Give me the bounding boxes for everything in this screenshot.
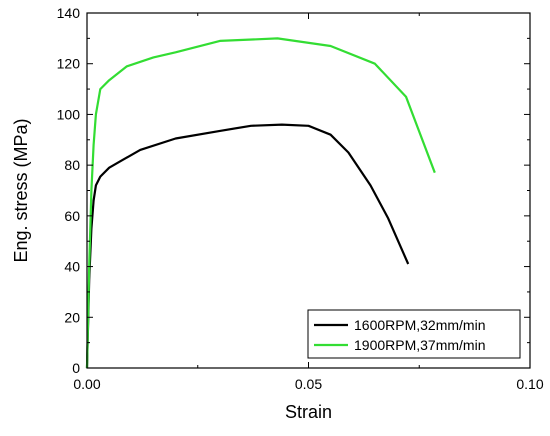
- y-tick-label: 100: [57, 106, 81, 122]
- y-tick-label: 20: [64, 309, 80, 325]
- legend-label-1: 1600RPM,32mm/min: [354, 317, 486, 333]
- y-tick-label: 140: [57, 5, 81, 21]
- legend: 1600RPM,32mm/min 1900RPM,37mm/min: [307, 309, 521, 359]
- legend-box: [307, 309, 521, 359]
- y-tick-label: 120: [57, 56, 81, 72]
- axes: 0.00 0.05 0.10 0 20 40 60 80 100 120 140: [57, 5, 544, 392]
- x-axis-label: Strain: [285, 402, 332, 422]
- y-tick-label: 80: [64, 157, 80, 173]
- y-axis-label: Eng. stress (MPa): [11, 118, 31, 262]
- plot-area: [85, 37, 436, 369]
- y-tick-label: 60: [64, 208, 80, 224]
- legend-label-2: 1900RPM,37mm/min: [354, 337, 486, 353]
- series-line-1: [85, 123, 410, 369]
- y-tick-label: 0: [72, 360, 80, 376]
- y-tick-label: 40: [64, 259, 80, 275]
- series-line-2: [85, 37, 436, 369]
- x-tick-label: 0.10: [516, 376, 543, 392]
- x-tick-label: 0.05: [295, 376, 322, 392]
- x-tick-label: 0.00: [73, 376, 100, 392]
